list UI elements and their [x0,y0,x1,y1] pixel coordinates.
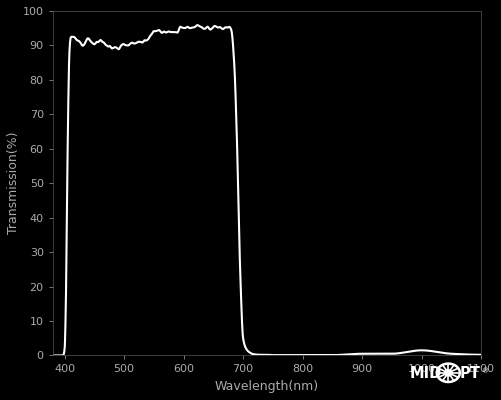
Y-axis label: Transmission(%): Transmission(%) [7,132,20,234]
Text: PT: PT [459,366,480,381]
Text: MID: MID [408,366,440,381]
X-axis label: Wavelength(nm): Wavelength(nm) [214,380,318,393]
Text: ®: ® [481,368,488,374]
